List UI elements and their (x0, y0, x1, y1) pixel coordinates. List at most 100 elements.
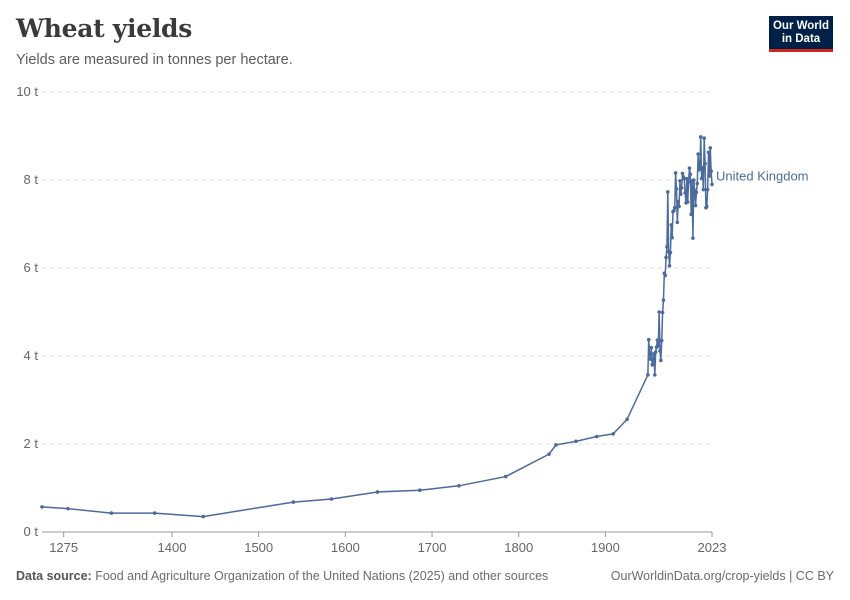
data-point[interactable] (674, 187, 679, 191)
data-point[interactable] (672, 209, 676, 213)
y-tick-label: 8 t (24, 172, 39, 187)
y-axis: 0 t 2 t 4 t 6 t 8 t 10 t (16, 84, 38, 539)
data-point[interactable] (547, 452, 551, 456)
data-point[interactable] (695, 181, 700, 186)
series-layer: United Kingdom (40, 135, 809, 519)
data-point[interactable] (709, 169, 713, 173)
x-tick-label: 1900 (591, 540, 620, 555)
data-point[interactable] (691, 178, 696, 182)
data-point[interactable] (673, 171, 678, 175)
data-point[interactable] (418, 488, 422, 493)
source-link[interactable]: OurWorldinData.org/crop-yields | CC BY (610, 569, 834, 583)
x-tick-label: 1400 (158, 540, 187, 555)
data-point[interactable] (698, 135, 703, 139)
data-point[interactable] (708, 146, 713, 150)
data-source-label: Data source: (16, 569, 92, 583)
data-point[interactable] (702, 136, 706, 140)
data-point[interactable] (201, 514, 206, 519)
x-tick-label: 1600 (331, 540, 360, 555)
data-point[interactable] (701, 187, 706, 192)
data-point[interactable] (693, 203, 698, 208)
data-point[interactable] (672, 205, 677, 210)
series-label[interactable]: United Kingdom (716, 169, 809, 184)
data-point[interactable] (574, 439, 578, 444)
data-point[interactable] (663, 273, 667, 278)
data-point[interactable] (656, 344, 661, 348)
data-point[interactable] (668, 250, 673, 255)
data-point[interactable] (655, 338, 660, 342)
data-point[interactable] (686, 179, 691, 184)
data-point[interactable] (375, 490, 380, 494)
data-point[interactable] (503, 474, 508, 479)
data-point[interactable] (677, 204, 681, 209)
data-point[interactable] (700, 165, 705, 170)
data-point[interactable] (652, 373, 657, 377)
y-tick-label: 2 t (24, 436, 39, 451)
data-point[interactable] (646, 373, 650, 377)
data-point[interactable] (688, 172, 693, 177)
chart-title: Wheat yields (16, 14, 192, 43)
data-point[interactable] (329, 497, 334, 501)
data-point[interactable] (675, 220, 680, 225)
data-point[interactable] (678, 179, 682, 183)
data-point[interactable] (694, 190, 699, 195)
x-tick-label: 1800 (504, 540, 533, 555)
x-tick-label: 1500 (244, 540, 273, 555)
data-point[interactable] (554, 443, 558, 447)
data-point[interactable] (682, 176, 687, 181)
data-point[interactable] (710, 182, 714, 187)
y-tick-label: 4 t (24, 348, 39, 363)
data-point[interactable] (457, 484, 461, 488)
data-point[interactable] (670, 235, 674, 240)
data-point[interactable] (685, 200, 690, 204)
data-point[interactable] (669, 223, 674, 227)
data-point[interactable] (594, 434, 599, 439)
data-point[interactable] (680, 171, 685, 176)
data-point[interactable] (704, 204, 709, 209)
data-point[interactable] (659, 338, 664, 343)
data-point[interactable] (658, 348, 662, 353)
data-point[interactable] (653, 350, 658, 354)
data-point[interactable] (647, 352, 652, 357)
data-point[interactable] (676, 199, 680, 204)
data-point[interactable] (679, 186, 684, 190)
data-point[interactable] (651, 359, 655, 363)
data-point[interactable] (611, 432, 615, 436)
data-point[interactable] (649, 345, 654, 350)
data-point[interactable] (66, 506, 70, 511)
data-point[interactable] (691, 236, 695, 240)
data-point[interactable] (152, 511, 157, 515)
data-point[interactable] (689, 212, 693, 217)
data-point[interactable] (650, 363, 654, 367)
data-point[interactable] (291, 500, 296, 504)
data-point[interactable] (109, 511, 114, 515)
data-point[interactable] (683, 190, 687, 195)
data-point[interactable] (707, 174, 712, 178)
data-point[interactable] (678, 192, 683, 196)
data-point[interactable] (696, 152, 700, 156)
owid-logo[interactable]: Our World in Data (769, 16, 833, 52)
data-point[interactable] (703, 161, 707, 166)
data-point[interactable] (685, 176, 689, 181)
x-axis: 1275 1400 1500 1600 1700 1800 1900 2023 (42, 531, 726, 555)
data-point[interactable] (665, 190, 670, 194)
data-point[interactable] (667, 264, 672, 268)
data-point[interactable] (665, 245, 669, 249)
data-point[interactable] (705, 187, 710, 192)
series-line[interactable] (41, 136, 713, 518)
data-point[interactable] (661, 298, 666, 302)
data-point[interactable] (706, 150, 711, 155)
logo-line-2: in Data (781, 33, 821, 45)
data-point[interactable] (657, 310, 661, 314)
data-point[interactable] (664, 255, 668, 260)
data-point[interactable] (648, 357, 653, 361)
data-point[interactable] (659, 358, 663, 363)
chart-subtitle: Yields are measured in tonnes per hectar… (16, 52, 293, 68)
data-point[interactable] (646, 337, 651, 342)
data-point[interactable] (625, 417, 629, 422)
data-point[interactable] (660, 310, 665, 315)
data-point[interactable] (40, 505, 44, 509)
data-point[interactable] (687, 166, 692, 170)
data-point[interactable] (699, 176, 704, 181)
